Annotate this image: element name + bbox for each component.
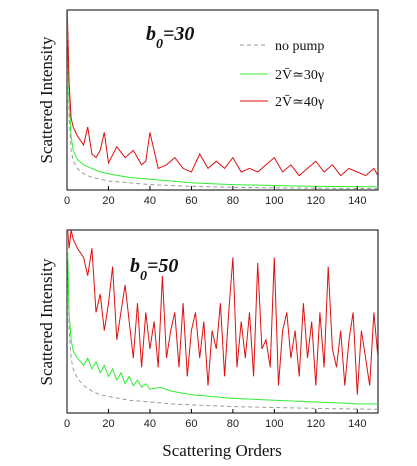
x-axis-label: Scattering Orders — [162, 441, 281, 460]
x-tick-label: 80 — [227, 195, 239, 207]
x-tick-label: 140 — [348, 418, 366, 430]
legend-label-40: 2V̄≃40γ — [275, 94, 324, 110]
series-line-no-pump-top — [67, 10, 378, 190]
plot-frame-top — [66, 9, 379, 191]
x-ticks-bottom: 0 20 40 60 80 100 120 140 — [64, 409, 366, 430]
series-line-no-pump-bottom — [67, 230, 378, 410]
series-group-bottom — [67, 230, 378, 410]
x-tick-label: 0 — [64, 418, 70, 430]
series-line-40gamma-top — [67, 10, 378, 177]
x-tick-label: 120 — [307, 418, 325, 430]
x-ticks-top: 0 20 40 60 80 100 120 140 — [64, 186, 366, 207]
legend-label-30: 2V̄≃30γ — [275, 67, 324, 83]
legend: no pump 2V̄≃30γ 2V̄≃40γ — [240, 39, 324, 110]
series-line-40gamma-bottom — [67, 230, 378, 395]
x-tick-label: 20 — [102, 418, 114, 430]
y-axis-label-bottom: Scattered Intensity — [37, 258, 56, 385]
x-tick-label: 80 — [227, 418, 239, 430]
x-tick-label: 100 — [265, 418, 283, 430]
legend-label-no-pump: no pump — [275, 39, 324, 54]
x-tick-label: 100 — [265, 195, 283, 207]
series-line-30gamma-bottom — [67, 230, 378, 405]
x-tick-label: 40 — [144, 418, 156, 430]
x-tick-label: 60 — [185, 195, 197, 207]
x-tick-label: 20 — [102, 195, 114, 207]
x-tick-label: 120 — [307, 195, 325, 207]
x-tick-label: 60 — [185, 418, 197, 430]
series-group-top — [67, 10, 378, 190]
x-tick-label: 0 — [64, 195, 70, 207]
x-tick-label: 40 — [144, 195, 156, 207]
plot-frame-bottom — [66, 229, 379, 414]
chart-title-bottom: b0=50 — [130, 255, 178, 284]
chart-title-top: b0=30 — [146, 23, 194, 52]
series-line-30gamma-top — [67, 10, 378, 188]
y-axis-label-top: Scattered Intensity — [37, 36, 56, 163]
chart-panel-bottom: 0 20 40 60 80 100 120 140 b0=50 Scattered Inten… — [37, 229, 379, 430]
chart-panel-top: 0 20 40 60 80 100 120 140 b0=30 Scattered Inten… — [37, 9, 379, 207]
x-tick-label: 140 — [348, 195, 366, 207]
